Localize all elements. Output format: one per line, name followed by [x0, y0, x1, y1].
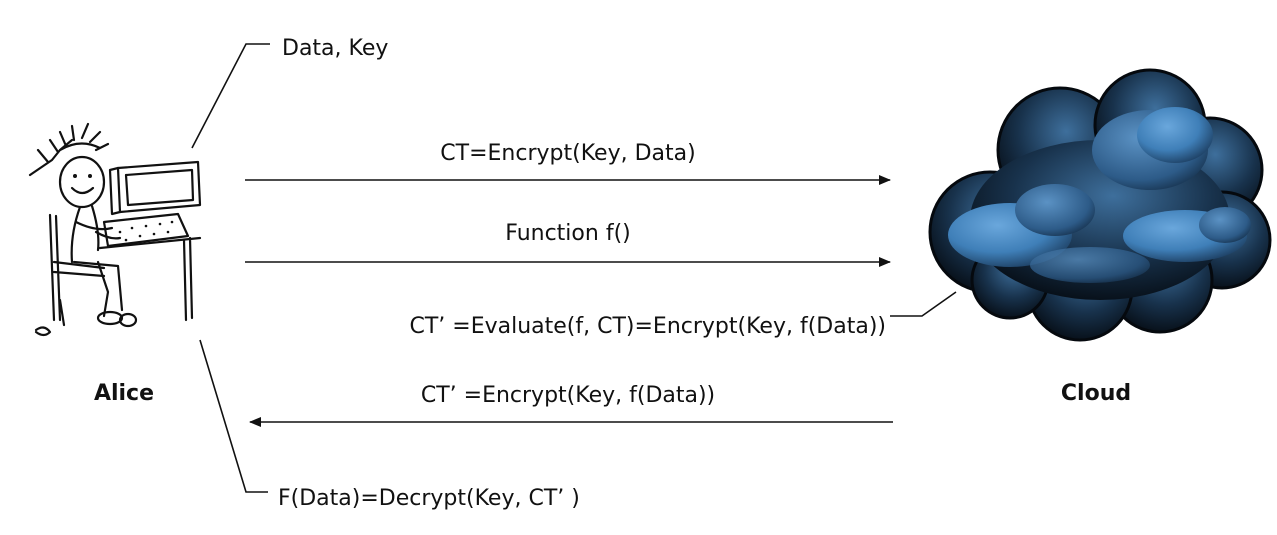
note-top-connector: [191, 43, 270, 149]
person-at-computer-icon: [28, 122, 202, 337]
actor-alice-label: Alice: [94, 381, 154, 406]
actor-cloud-label: Cloud: [1061, 381, 1131, 406]
note-bottom-label: F(Data)=Decrypt(Key, CT’ ): [278, 486, 580, 511]
message-result-label: CT’ =Encrypt(Key, f(Data)): [421, 383, 715, 408]
note-top-label: Data, Key: [282, 36, 388, 61]
message-encrypt-label: CT=Encrypt(Key, Data): [440, 141, 695, 166]
message-function-label: Function f(): [505, 221, 630, 246]
note-bottom-connector: [199, 339, 268, 493]
cloud-icon: [928, 68, 1272, 342]
evaluate-connector: [890, 291, 957, 317]
evaluate-label: CT’ =Evaluate(f, CT)=Encrypt(Key, f(Data…: [409, 314, 886, 339]
